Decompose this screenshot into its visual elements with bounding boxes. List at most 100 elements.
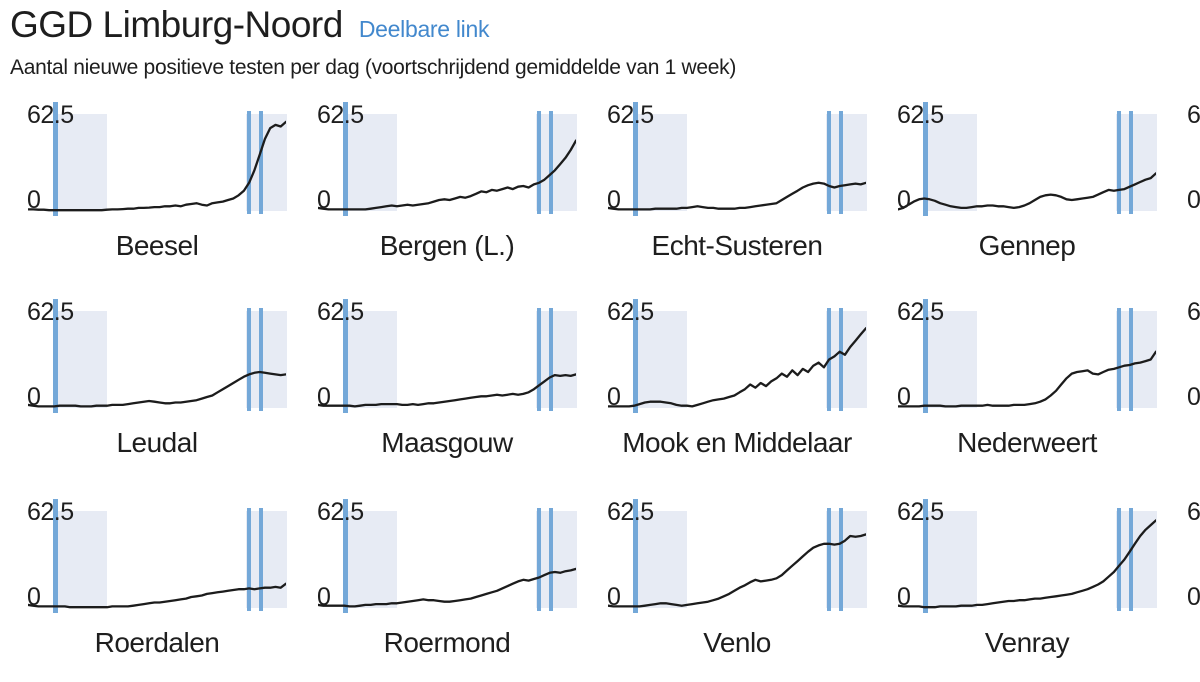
share-link[interactable]: Deelbare link — [358, 16, 490, 42]
y-axis-min-label: 0 — [607, 583, 621, 611]
highlight-band-left — [928, 511, 977, 608]
highlight-band-left — [348, 511, 397, 608]
sparkline — [318, 139, 576, 211]
highlight-band-left — [638, 114, 687, 211]
y-axis-max-label: 62.5 — [27, 298, 74, 326]
highlight-band-right — [246, 114, 287, 211]
event-marker-line — [549, 111, 553, 214]
chart-cell-venray: 62.5 0 Venray — [890, 497, 1180, 682]
sparkline — [898, 172, 1156, 211]
sparkline — [318, 567, 576, 608]
y-axis-max-label: 62.5 — [317, 101, 364, 129]
event-marker-line — [827, 111, 831, 214]
highlight-band-right — [536, 311, 577, 408]
event-marker-line — [923, 102, 928, 216]
event-marker-line — [839, 508, 843, 611]
y-axis-max-label: 62.5 — [897, 498, 944, 526]
highlight-band-left — [348, 311, 397, 408]
event-marker-line — [247, 308, 251, 411]
highlight-band-left — [928, 311, 977, 408]
chart-cell-echt-susteren: 62.5 0 Echt-Susteren — [600, 100, 890, 285]
sparkline — [608, 533, 866, 608]
y-axis-max-label: 62.5 — [607, 101, 654, 129]
municipality-label: Nederweert — [957, 427, 1097, 458]
municipality-label: Venray — [984, 627, 1070, 658]
municipality-label: Mook en Middelaar — [622, 427, 852, 458]
y-axis-max-label: 62.5 — [1187, 298, 1200, 326]
y-axis-min-label: 0 — [607, 383, 621, 411]
event-marker-line — [549, 508, 553, 611]
y-axis-max-label: 62.5 — [607, 498, 654, 526]
chart-cell-leudal: 62.5 0 Leudal — [20, 297, 310, 482]
y-axis-max-label: 62.5 — [1187, 498, 1200, 526]
event-marker-line — [247, 508, 251, 611]
highlight-band-right — [246, 311, 287, 408]
y-axis-min-label: 0 — [317, 186, 331, 214]
sparkline — [28, 582, 286, 609]
highlight-band-right — [826, 311, 867, 408]
event-marker-line — [259, 508, 263, 611]
chart-cell-roerdalen: 62.5 0 Roerdalen — [20, 497, 310, 682]
highlight-band-right — [536, 511, 577, 608]
chart-cell-roermond: 62.5 0 Roermond — [310, 497, 600, 682]
event-marker-line — [343, 102, 348, 216]
highlight-band-right — [1116, 511, 1157, 608]
event-marker-line — [923, 299, 928, 413]
highlight-band-right — [826, 114, 867, 211]
municipality-label: Venlo — [703, 627, 771, 658]
event-marker-line — [827, 508, 831, 611]
event-marker-line — [247, 111, 251, 214]
municipality-label: Maasgouw — [381, 427, 513, 458]
y-axis-max-label: 62.5 — [897, 101, 944, 129]
y-axis-min-label: 0 — [317, 583, 331, 611]
y-axis-max-label: 62.5 — [317, 298, 364, 326]
highlight-band-left — [638, 311, 687, 408]
highlight-band-right — [1116, 114, 1157, 211]
y-axis-min-label: 0 — [27, 186, 41, 214]
y-axis-min-label: 0 — [607, 186, 621, 214]
highlight-band-left — [58, 311, 107, 408]
event-marker-line — [839, 111, 843, 214]
event-marker-line — [259, 111, 263, 214]
highlight-band-left — [58, 114, 107, 211]
y-axis-min-label: 0 — [27, 383, 41, 411]
highlight-band-left — [638, 511, 687, 608]
chart-cell-bergen: 62.5 0 Bergen (L.) — [310, 100, 600, 285]
y-axis-min-label: 0 — [897, 186, 911, 214]
y-axis-max-label: 62.5 — [317, 498, 364, 526]
chart-cell-mook-en-middelaar: 62.5 0 Mook en Middelaar — [600, 297, 890, 482]
highlight-band-left — [348, 114, 397, 211]
highlight-band-right — [536, 114, 577, 211]
chart-subtitle: Aantal nieuwe positieve testen per dag (… — [10, 56, 737, 79]
event-marker-line — [343, 299, 348, 413]
municipality-label: Bergen (L.) — [379, 230, 515, 261]
sparkline — [898, 519, 1156, 609]
chart-cell-partial: 62.5 0 — [1180, 297, 1200, 482]
page-header: GGD Limburg-Noord Deelbare link — [10, 4, 489, 46]
event-marker-line — [633, 299, 638, 413]
sparkline — [28, 370, 286, 408]
chart-cell-partial: 62.5 0 — [1180, 100, 1200, 285]
y-axis-min-label: 0 — [897, 583, 911, 611]
sparkline — [28, 120, 286, 212]
event-marker-line — [53, 299, 58, 413]
event-marker-line — [53, 102, 58, 216]
chart-cell-gennep: 62.5 0 Gennep — [890, 100, 1180, 285]
event-marker-line — [633, 499, 638, 613]
highlight-band-left — [58, 511, 107, 608]
y-axis-min-label: 0 — [27, 583, 41, 611]
y-axis-min-label: 0 — [1187, 186, 1200, 214]
highlight-band-right — [826, 511, 867, 608]
event-marker-line — [537, 508, 541, 611]
event-marker-line — [537, 111, 541, 214]
event-marker-line — [1117, 508, 1121, 611]
chart-cell-maasgouw: 62.5 0 Maasgouw — [310, 297, 600, 482]
event-marker-line — [1117, 308, 1121, 411]
municipality-label: Beesel — [115, 230, 199, 261]
chart-cell-venlo: 62.5 0 Venlo — [600, 497, 890, 682]
y-axis-max-label: 62.5 — [1187, 101, 1200, 129]
municipality-label: Roermond — [383, 627, 511, 658]
event-marker-line — [923, 499, 928, 613]
y-axis-min-label: 0 — [317, 383, 331, 411]
